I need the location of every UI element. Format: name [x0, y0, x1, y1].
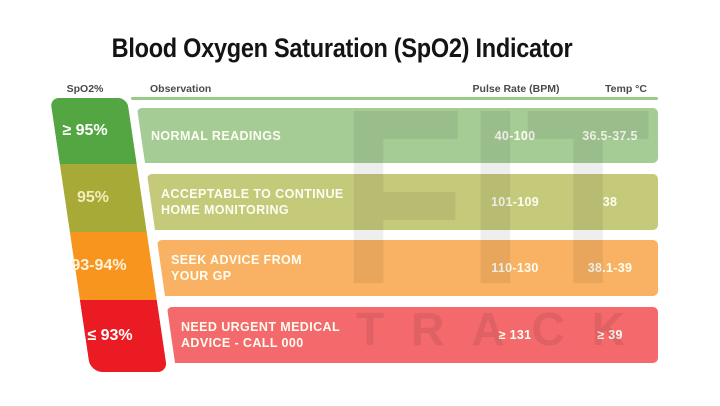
column-header-spo2: SpO2% [66, 83, 104, 95]
pulse-rate-cell: 110-130 [491, 261, 539, 275]
observation-cell: SEEK ADVICE FROM YOUR GP [157, 252, 302, 284]
table-row: SEEK ADVICE FROM YOUR GP 110-130 38.1-39 [157, 240, 658, 296]
column-header-pulse-rate: Pulse Rate (BPM) [472, 83, 560, 95]
observation-text-line2: YOUR GP [171, 269, 232, 283]
observation-text-line2: ADVICE - CALL 000 [181, 336, 304, 350]
page-title: Blood Oxygen Saturation (SpO2) Indicator [111, 33, 573, 63]
spo2-value-label: 95% [76, 189, 110, 206]
column-header-temp: Temp °C [605, 83, 647, 95]
pulse-rate-cell: 40-100 [494, 128, 536, 143]
pulse-rate-cell: 101-109 [491, 195, 539, 209]
temp-cell: 38.1-39 [587, 261, 633, 275]
observation-cell: ACCEPTABLE TO CONTINUE HOME MONITORING [147, 186, 344, 218]
temp-cell: ≥ 39 [597, 328, 623, 342]
observation-text: NEED URGENT MEDICAL [181, 320, 340, 334]
table-row: NEED URGENT MEDICAL ADVICE - CALL 000 ≥ … [167, 307, 658, 363]
observation-text: SEEK ADVICE FROM [171, 253, 302, 267]
table-row: ACCEPTABLE TO CONTINUE HOME MONITORING 1… [147, 174, 658, 230]
table-row: NORMAL READINGS 40-100 36.5-37.5 [137, 108, 658, 163]
observation-text: NORMAL READINGS [151, 128, 282, 143]
spo2-value-label: ≥ 95% [62, 122, 108, 139]
temp-cell: 36.5-37.5 [582, 128, 638, 143]
observation-cell: NORMAL READINGS [137, 128, 281, 144]
spo2-value-label: 93-94% [71, 257, 127, 274]
observation-text-line2: HOME MONITORING [161, 203, 289, 217]
observation-cell: NEED URGENT MEDICAL ADVICE - CALL 000 [167, 319, 340, 351]
spo2-value-label: ≤ 93% [87, 327, 133, 344]
temp-cell: 38 [602, 195, 618, 209]
column-header-observation: Observation [150, 83, 212, 95]
observation-text: ACCEPTABLE TO CONTINUE [161, 187, 344, 201]
header-underline [131, 97, 658, 100]
pulse-rate-cell: ≥ 131 [498, 328, 532, 342]
